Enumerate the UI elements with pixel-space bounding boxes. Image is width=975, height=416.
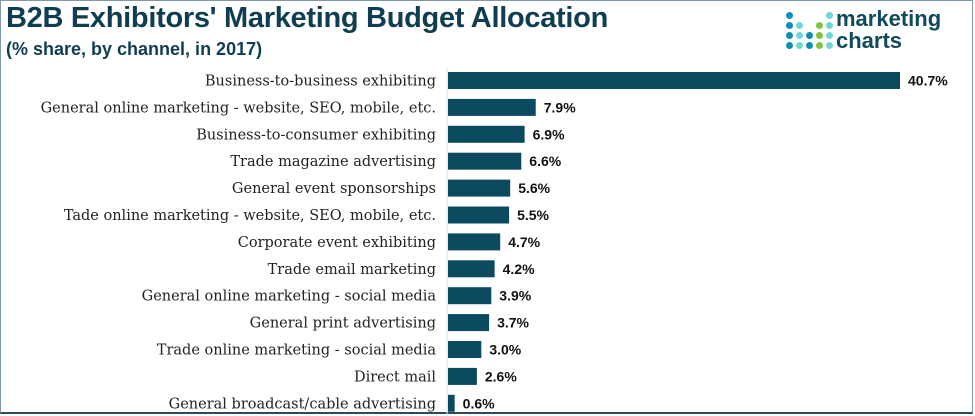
value-label: 5.6% [518,180,550,196]
category-label: General event sponsorships [232,181,436,197]
bar [448,98,536,116]
bar [448,394,455,412]
value-label: 3.9% [499,288,531,304]
logo-text: marketing charts [836,8,941,52]
bar [448,260,495,278]
category-label: Business-to-business exhibiting [205,74,436,90]
value-label: 3.0% [489,342,521,358]
logo-dot [816,32,823,39]
value-label: 40.7% [908,73,948,89]
logo-dot [796,42,803,49]
category-label: General broadcast/cable advertising [169,396,436,412]
bar [448,179,511,197]
category-label: Trade email marketing [268,262,436,278]
logo-dot [786,32,793,39]
logo-dot [826,12,833,19]
logo-dot [816,22,823,29]
bar [448,125,525,143]
bar [448,233,501,251]
category-label: Trade magazine advertising [230,154,436,170]
category-label: General print advertising [250,316,436,332]
logo-dot [796,22,803,29]
value-label: 5.5% [517,207,549,223]
category-label: Tade online marketing - website, SEO, mo… [64,208,436,224]
bar [448,287,492,305]
category-label: Direct mail [354,369,436,385]
bar [448,367,477,385]
value-label: 3.7% [497,315,529,331]
bar [448,314,490,332]
logo-dot [786,42,793,49]
category-label: Corporate event exhibiting [238,235,436,251]
logo-dot [786,22,793,29]
bar [448,72,900,89]
value-label: 2.6% [485,368,517,384]
chart-subtitle: (% share, by channel, in 2017) [6,39,263,59]
marketing-charts-logo: marketing charts [786,8,966,56]
logo-dot [806,42,813,49]
bar [448,341,482,358]
category-label: Trade online marketing - social media [157,343,437,359]
category-label: Business-to-consumer exhibiting [196,127,436,143]
bar [448,206,510,224]
bar [448,152,522,170]
logo-dot [826,42,833,49]
logo-line1: marketing [836,6,942,31]
value-label: 4.7% [508,234,540,250]
logo-dot [786,12,793,19]
value-label: 7.9% [544,99,576,115]
logo-line2: charts [836,28,903,53]
logo-dot [816,42,823,49]
value-label: 6.9% [533,126,565,142]
logo-dot [796,32,803,39]
chart-title: B2B Exhibitors' Marketing Budget Allocat… [6,2,608,34]
logo-dot [826,32,833,39]
logo-dot [806,32,813,39]
value-label: 0.6% [463,395,495,411]
category-label: General online marketing - website, SEO,… [41,100,436,116]
value-label: 4.2% [503,261,535,277]
category-label: General online marketing - social media [142,289,437,305]
value-label: 6.6% [529,153,561,169]
logo-dot [826,22,833,29]
